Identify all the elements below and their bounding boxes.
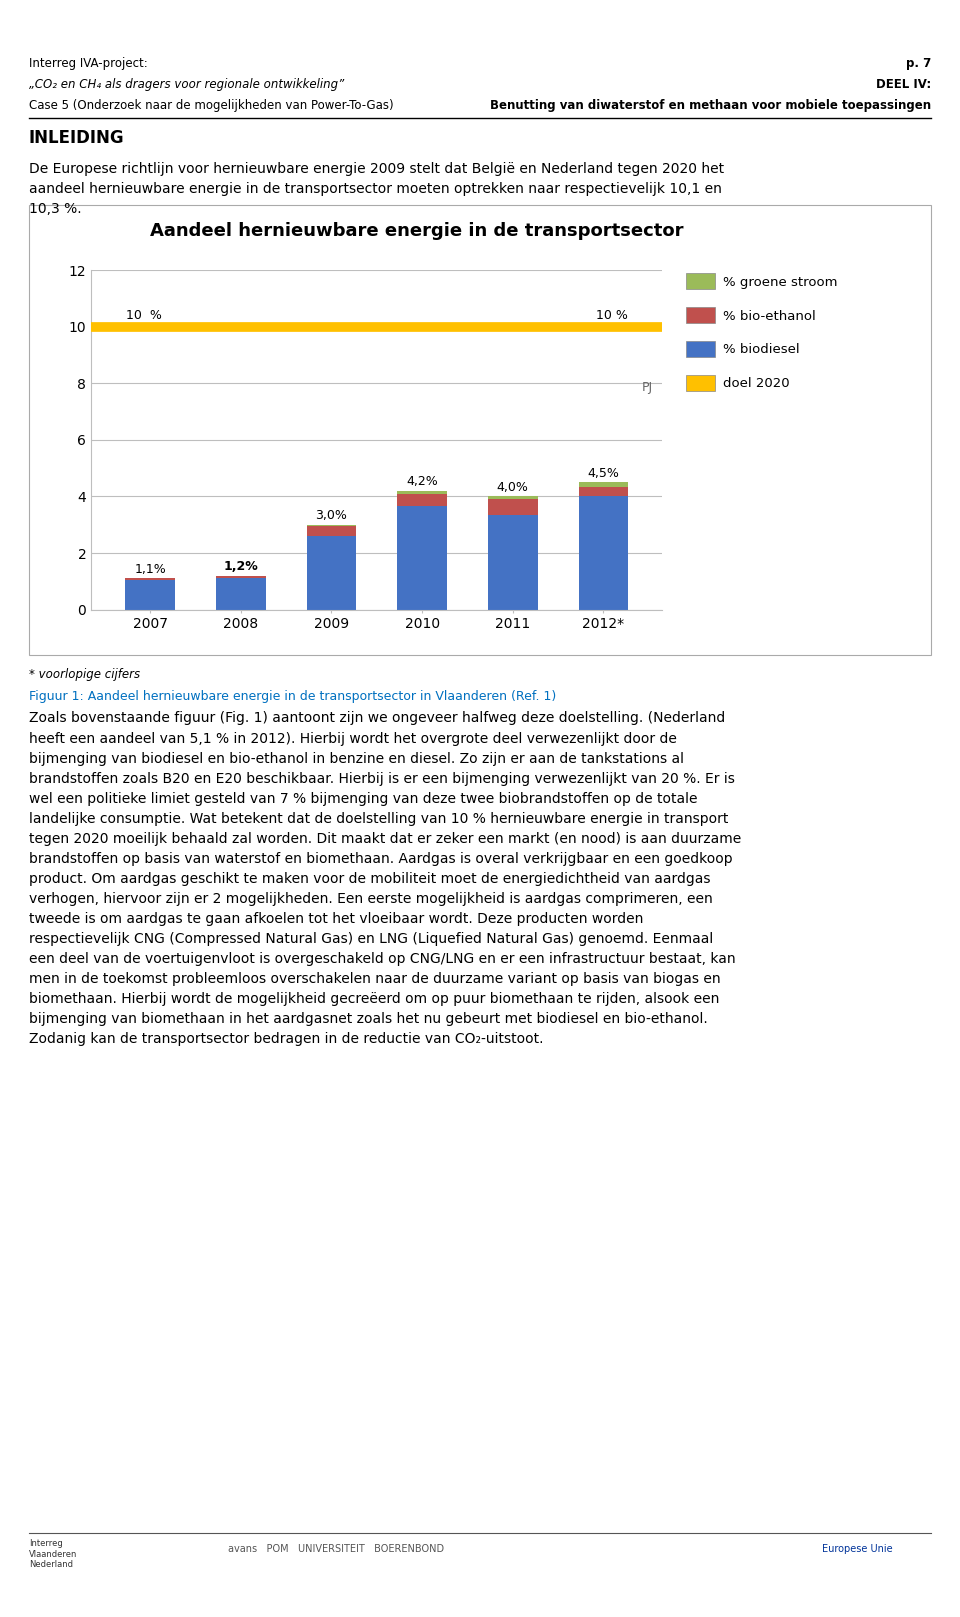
- Text: p. 7: p. 7: [906, 57, 931, 70]
- Text: 3,0%: 3,0%: [316, 509, 348, 522]
- Bar: [397, 490, 447, 493]
- Text: De Europese richtlijn voor hernieuwbare energie 2009 stelt dat België en Nederla: De Europese richtlijn voor hernieuwbare …: [29, 162, 724, 215]
- Text: Zoals bovenstaande figuur (Fig. 1) aantoont zijn we ongeveer halfweg deze doelst: Zoals bovenstaande figuur (Fig. 1) aanto…: [29, 711, 741, 1046]
- Text: avans   POM   UNIVERSITEIT   BOERENBOND: avans POM UNIVERSITEIT BOERENBOND: [228, 1544, 444, 1554]
- Bar: [488, 514, 538, 610]
- Bar: [216, 579, 266, 610]
- Text: 10 %: 10 %: [596, 309, 628, 322]
- Bar: [579, 496, 629, 610]
- Text: PJ: PJ: [641, 382, 653, 395]
- Text: INLEIDING: INLEIDING: [29, 129, 125, 147]
- Text: Interreg
Vlaanderen
Nederland: Interreg Vlaanderen Nederland: [29, 1539, 77, 1568]
- Bar: [397, 493, 447, 506]
- Text: 4,2%: 4,2%: [406, 475, 438, 488]
- Legend: % groene stroom, % bio-ethanol, % biodiesel, doel 2020: % groene stroom, % bio-ethanol, % biodie…: [686, 273, 837, 391]
- Text: * voorlopige cijfers: * voorlopige cijfers: [29, 668, 140, 681]
- Bar: [488, 500, 538, 514]
- Bar: [125, 581, 175, 610]
- Text: Europese Unie: Europese Unie: [822, 1544, 893, 1554]
- Text: 10  %: 10 %: [126, 309, 161, 322]
- Bar: [397, 506, 447, 610]
- Text: DEEL IV:: DEEL IV:: [876, 78, 931, 91]
- Text: 1,1%: 1,1%: [134, 563, 166, 576]
- Text: 4,5%: 4,5%: [588, 467, 619, 480]
- Bar: [216, 576, 266, 579]
- Text: Interreg IVA-project:: Interreg IVA-project:: [29, 57, 148, 70]
- Text: Aandeel hernieuwbare energie in de transportsector: Aandeel hernieuwbare energie in de trans…: [150, 222, 684, 239]
- Bar: [579, 482, 629, 487]
- Text: 4,0%: 4,0%: [497, 482, 529, 495]
- Text: Case 5 (Onderzoek naar de mogelijkheden van Power-To-Gas): Case 5 (Onderzoek naar de mogelijkheden …: [29, 99, 394, 112]
- Text: „CO₂ en CH₄ als dragers voor regionale ontwikkeling”: „CO₂ en CH₄ als dragers voor regionale o…: [29, 78, 344, 91]
- Text: Benutting van diwaterstof en methaan voor mobiele toepassingen: Benutting van diwaterstof en methaan voo…: [490, 99, 931, 112]
- Bar: [579, 487, 629, 496]
- Bar: [306, 535, 356, 610]
- Bar: [306, 526, 356, 535]
- Text: Figuur 1: Aandeel hernieuwbare energie in de transportsector in Vlaanderen (Ref.: Figuur 1: Aandeel hernieuwbare energie i…: [29, 690, 556, 703]
- Bar: [488, 496, 538, 500]
- Text: 1,2%: 1,2%: [224, 561, 258, 574]
